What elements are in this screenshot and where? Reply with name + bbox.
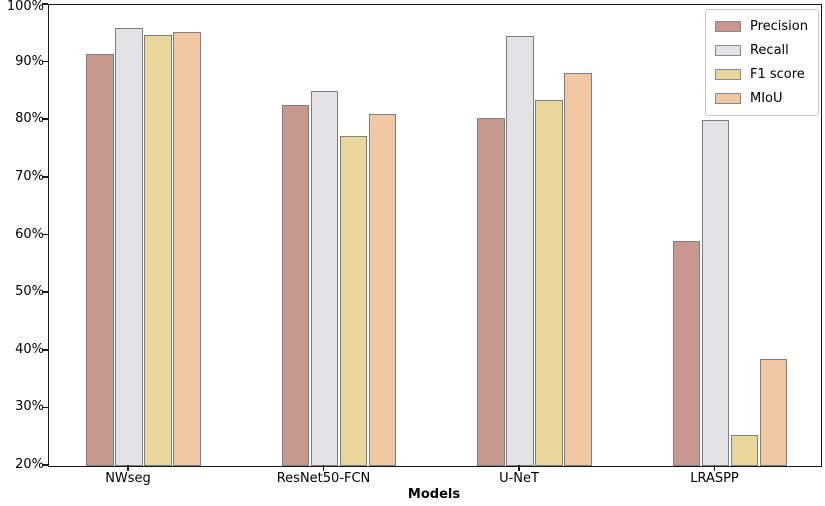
y-tick-label: 40%	[15, 341, 44, 357]
bar-recall-lraspp	[701, 120, 730, 466]
y-tick-mark	[42, 291, 48, 293]
legend-label: Precision	[749, 19, 808, 34]
x-tick-label-lraspp: LRASPP	[690, 471, 739, 486]
bar-precision-nwseg	[86, 53, 114, 466]
x-tick-label-u-net: U-NeT	[499, 471, 539, 486]
bar-f1-score-lraspp	[730, 435, 759, 466]
y-tick-mark	[42, 118, 48, 121]
plot-area	[48, 4, 822, 467]
x-tick-label-nwseg: NWseg	[105, 471, 151, 486]
y-tick-mark	[42, 3, 48, 5]
legend-label: F1 score	[749, 67, 805, 82]
legend-swatch-icon	[714, 45, 741, 56]
bar-recall-u-net	[506, 36, 534, 466]
y-tick-mark	[42, 464, 48, 466]
x-tick-mark	[713, 465, 716, 471]
y-tick-label: 50%	[15, 284, 44, 300]
legend-label: Recall	[749, 43, 789, 58]
legend-swatch-icon	[714, 93, 741, 104]
legend-item-f1-score: F1 score	[714, 65, 808, 84]
bar-precision-lraspp	[672, 241, 701, 466]
bar-precision-u-net	[477, 117, 505, 466]
legend-item-precision: Precision	[714, 17, 808, 36]
x-tick-mark	[127, 465, 129, 471]
y-tick-label: 20%	[15, 457, 44, 472]
bar-f1-score-u-net	[535, 100, 563, 466]
y-tick-mark	[42, 60, 48, 63]
legend-item-recall: Recall	[714, 41, 808, 60]
y-tick-mark	[42, 348, 48, 351]
x-tick-label-resnet50-fcn: ResNet50-FCN	[276, 471, 371, 486]
x-axis-title: Models	[407, 487, 461, 502]
y-tick-label: 60%	[15, 226, 44, 242]
bar-recall-nwseg	[115, 28, 143, 466]
bar-recall-resnet50-fcn	[310, 91, 339, 466]
bar-precision-resnet50-fcn	[281, 104, 310, 466]
y-tick-mark	[42, 406, 48, 409]
y-tick-label: 30%	[15, 399, 44, 415]
bar-f1-score-nwseg	[144, 34, 172, 466]
legend-swatch-icon	[714, 21, 741, 32]
legend: Precision Recall F1 score MIoU	[704, 9, 819, 116]
y-tick-label: 70%	[15, 168, 44, 184]
x-tick-mark	[518, 465, 520, 471]
bar-miou-lraspp	[759, 359, 788, 466]
y-tick-label: 100%	[6, 0, 44, 14]
bar-miou-u-net	[564, 72, 592, 466]
y-tick-label: 80%	[15, 111, 44, 127]
bar-f1-score-resnet50-fcn	[339, 135, 368, 466]
legend-swatch-icon	[714, 69, 741, 80]
bar-miou-resnet50-fcn	[368, 114, 397, 466]
legend-label: MIoU	[749, 91, 783, 106]
legend-item-miou: MIoU	[714, 89, 808, 108]
y-tick-mark	[42, 233, 48, 236]
y-tick-mark	[42, 176, 48, 178]
x-tick-mark	[322, 465, 325, 471]
bar-miou-nwseg	[173, 31, 201, 466]
y-tick-label: 90%	[15, 53, 44, 69]
